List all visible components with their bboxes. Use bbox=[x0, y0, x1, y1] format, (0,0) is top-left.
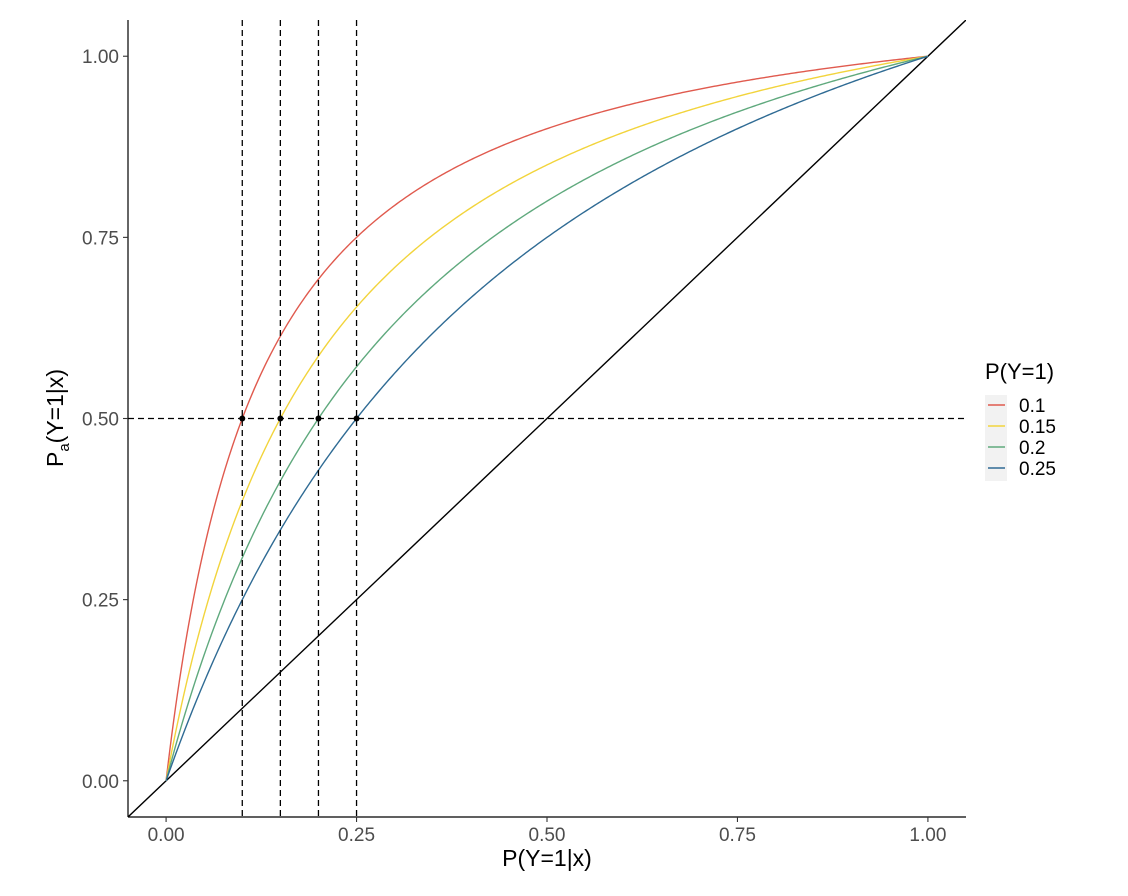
series-line-1 bbox=[165, 55, 929, 781]
y-tick-label-4: 1.00 bbox=[82, 47, 119, 68]
x-tick-label-3: 0.75 bbox=[719, 825, 756, 846]
legend-label-3: 0.25 bbox=[1019, 459, 1056, 480]
x-tick-label-1: 0.25 bbox=[338, 825, 375, 846]
y-axis-title-subscript: a bbox=[56, 443, 73, 452]
legend: P(Y=1) 0.10.150.20.25 bbox=[985, 359, 1056, 481]
x-tick-label-4: 1.00 bbox=[909, 825, 946, 846]
x-axis-title: P(Y=1|x) bbox=[502, 845, 592, 871]
axes-layer: 0.00 0.25 0.50 0.75 1.00 0.00 0.25 0.50 0.75 1.00 bbox=[82, 20, 966, 846]
y-tick-label-1: 0.25 bbox=[82, 591, 119, 612]
series-line-0 bbox=[165, 55, 928, 781]
y-axis-title-main: P bbox=[42, 452, 68, 467]
point-0 bbox=[239, 415, 246, 422]
y-tick-label-0: 0.00 bbox=[82, 772, 119, 793]
series-line-3 bbox=[165, 55, 929, 782]
x-tick-label-2: 0.50 bbox=[529, 825, 566, 846]
y-axis-title-rest: (Y=1|x) bbox=[42, 369, 68, 443]
point-1 bbox=[277, 415, 284, 422]
legend-label-2: 0.2 bbox=[1019, 438, 1045, 459]
data-layer bbox=[128, 20, 966, 817]
legend-label-1: 0.15 bbox=[1019, 417, 1056, 438]
legend-label-0: 0.1 bbox=[1019, 396, 1045, 417]
y-tick-label-3: 0.75 bbox=[82, 228, 119, 249]
y-tick-label-2: 0.50 bbox=[82, 410, 119, 431]
legend-keys-background bbox=[985, 395, 1007, 481]
legend-title: P(Y=1) bbox=[985, 359, 1054, 384]
point-3 bbox=[353, 415, 360, 422]
identity-line bbox=[128, 20, 966, 817]
y-axis-title: Pa(Y=1|x) bbox=[42, 369, 73, 467]
series-line-2 bbox=[165, 55, 929, 781]
point-2 bbox=[315, 415, 322, 422]
x-tick-label-0: 0.00 bbox=[148, 825, 185, 846]
